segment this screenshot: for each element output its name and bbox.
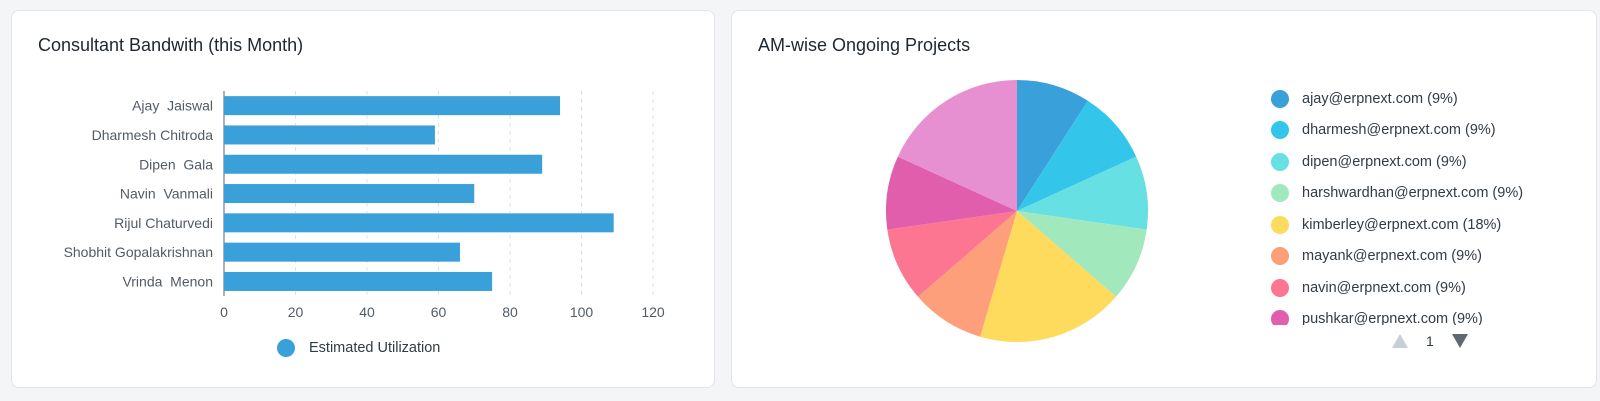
legend-dot-icon — [1271, 89, 1289, 108]
legend-label: harshwardhan@erpnext.com (9%) — [1302, 185, 1524, 202]
legend-dot-icon — [277, 339, 295, 357]
y-tick-label: Ajay Jaiswal — [132, 98, 213, 114]
y-tick-label: Vrinda Menon — [122, 273, 213, 289]
x-tick-label: 60 — [431, 304, 447, 320]
y-tick-label: Navin Vanmali — [120, 186, 213, 202]
legend-item[interactable]: navin@erpnext.com (9%) — [1271, 272, 1571, 304]
pie-slice[interactable] — [917, 211, 1017, 337]
x-tick-label: 20 — [288, 304, 304, 320]
legend-label: navin@erpnext.com (9%) — [1302, 279, 1466, 296]
pie-slice[interactable] — [980, 211, 1117, 342]
y-tick-label: Dipen Gala — [139, 156, 213, 172]
bar[interactable] — [224, 96, 561, 116]
bar[interactable] — [224, 271, 493, 291]
bar[interactable] — [224, 242, 460, 262]
pie-slice[interactable] — [887, 211, 1017, 297]
y-tick-label: Dharmesh Chitroda — [92, 127, 214, 143]
projects-card-title: AM-wise Ongoing Projects — [758, 35, 971, 55]
bar[interactable] — [224, 125, 435, 145]
legend-dot-icon — [1271, 152, 1289, 171]
legend-label: dipen@erpnext.com (9%) — [1302, 153, 1467, 170]
x-tick-label: 80 — [502, 304, 518, 320]
pie-legend: ajay@erpnext.com (9%) dharmesh@erpnext.co… — [1271, 83, 1571, 325]
projects-pie-chart — [886, 80, 1148, 342]
page-down-icon[interactable] — [1451, 334, 1468, 348]
legend-item[interactable]: mayank@erpnext.com (9%) — [1271, 241, 1571, 273]
legend-dot-icon — [1271, 310, 1289, 325]
legend-label: ajay@erpnext.com (9%) — [1302, 90, 1458, 107]
legend-label: dharmesh@erpnext.com (9%) — [1302, 122, 1496, 139]
legend-label: kimberley@erpnext.com (18%) — [1302, 216, 1502, 233]
legend-pager: 1 — [1392, 333, 1468, 349]
pie-slice[interactable] — [1017, 156, 1148, 230]
legend-item[interactable]: harshwardhan@erpnext.com (9%) — [1271, 178, 1571, 210]
legend-item[interactable]: dipen@erpnext.com (9%) — [1271, 146, 1571, 178]
bar-legend-label: Estimated Utilization — [309, 340, 441, 356]
projects-card: AM-wise Ongoing Projects ajay@erpnext.co… — [731, 10, 1597, 388]
bar[interactable] — [224, 184, 475, 204]
legend-label: mayank@erpnext.com (9%) — [1302, 248, 1482, 265]
bandwidth-bar-chart: 0 20 40 60 80 100 120 Ajay Jaiswal Dharmesh Chit… — [64, 91, 665, 320]
page-number: 1 — [1426, 333, 1434, 349]
bar-chart-legend: Estimated Utilization — [277, 339, 440, 357]
legend-dot-icon — [1271, 215, 1289, 234]
legend-item[interactable]: kimberley@erpnext.com (18%) — [1271, 209, 1571, 241]
legend-dot-icon — [1271, 121, 1289, 140]
x-tick-label: 0 — [220, 304, 228, 320]
legend-item[interactable]: dharmesh@erpnext.com (9%) — [1271, 115, 1571, 147]
bar[interactable] — [224, 213, 614, 233]
x-tick-label: 40 — [359, 304, 375, 320]
page-up-icon[interactable] — [1392, 334, 1408, 348]
legend-label: pushkar@erpnext.com (9%) — [1302, 311, 1483, 325]
y-tick-label: Rijul Chaturvedi — [114, 215, 213, 231]
y-tick-label: Shobhit Gopalakrishnan — [64, 244, 213, 260]
pie-slice[interactable] — [886, 156, 1017, 230]
pie-slice[interactable] — [1017, 211, 1147, 297]
legend-item[interactable]: pushkar@erpnext.com (9%) — [1271, 304, 1571, 325]
bandwidth-card: Consultant Bandwith (this Month) 0 20 40 60… — [11, 10, 715, 388]
legend-dot-icon — [1271, 278, 1289, 297]
pie-slice[interactable] — [897, 80, 1017, 211]
x-tick-label: 120 — [641, 304, 665, 320]
pie-slice[interactable] — [1017, 100, 1137, 211]
bandwidth-card-title: Consultant Bandwith (this Month) — [38, 35, 304, 55]
x-tick-label: 100 — [570, 304, 594, 320]
legend-dot-icon — [1271, 247, 1289, 266]
bar[interactable] — [224, 154, 543, 174]
legend-dot-icon — [1271, 184, 1289, 203]
pie-slice[interactable] — [1017, 80, 1088, 211]
legend-item[interactable]: ajay@erpnext.com (9%) — [1271, 83, 1571, 115]
